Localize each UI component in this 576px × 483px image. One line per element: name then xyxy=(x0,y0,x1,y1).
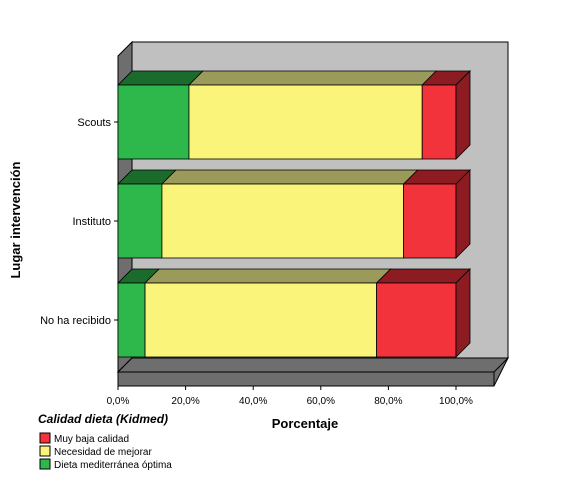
legend-title: Calidad dieta (Kidmed) xyxy=(38,412,168,426)
legend-swatch xyxy=(39,445,51,457)
bar-scouts-1 xyxy=(188,84,423,160)
bar-no-ha-recibido-1 xyxy=(144,282,377,358)
x-tick-label: 80,0% xyxy=(374,396,402,407)
category-label: Instituto xyxy=(72,216,111,228)
bar-no-ha-recibido-1-top xyxy=(144,268,392,284)
legend: Muy baja calidad Necesidad de mejorar Diet… xyxy=(39,432,172,471)
bar-scouts-1-top xyxy=(188,70,438,86)
x-tick-label: 100,0% xyxy=(439,396,473,407)
bar-scouts-2 xyxy=(421,84,457,160)
legend-label: Dieta mediterránea óptima xyxy=(54,460,172,471)
x-axis-title: Porcentaje xyxy=(272,416,338,431)
x-tick-label: 20,0% xyxy=(171,396,199,407)
bar-no-ha-recibido-2-top xyxy=(375,268,471,284)
bar-instituto-2 xyxy=(403,183,457,259)
category-label: No ha recibido xyxy=(40,315,111,327)
category-label: Scouts xyxy=(77,117,111,129)
bar-no-ha-recibido-2-side xyxy=(455,268,471,358)
category-labels: Scouts Instituto No ha recibido xyxy=(40,117,118,327)
x-ticks: 0,0% 20,0% 40,0% 60,0% 80,0% 100,0% xyxy=(107,386,473,407)
x-tick-label: 0,0% xyxy=(107,396,130,407)
bar-instituto-1-top xyxy=(160,169,419,185)
x-tick-label: 40,0% xyxy=(239,396,267,407)
x-tick-label: 60,0% xyxy=(307,396,335,407)
bars-group xyxy=(117,70,471,358)
bar-scouts-0-top xyxy=(117,70,204,86)
bar-scouts-2-side xyxy=(455,70,471,160)
bar-instituto-2-side xyxy=(455,169,471,259)
y-axis-title: Lugar intervención xyxy=(8,161,23,278)
floor-top xyxy=(116,357,510,373)
bar-instituto-1 xyxy=(161,183,405,259)
bar-instituto-0 xyxy=(117,183,163,259)
floor-front xyxy=(117,371,495,387)
legend-swatch xyxy=(39,432,51,444)
bar-scouts-0 xyxy=(117,84,190,160)
bar-no-ha-recibido-0 xyxy=(117,282,146,358)
legend-swatch xyxy=(39,458,51,470)
legend-label: Necesidad de mejorar xyxy=(54,447,152,458)
legend-label: Muy baja calidad xyxy=(54,434,129,445)
bar-no-ha-recibido-2 xyxy=(376,282,457,358)
